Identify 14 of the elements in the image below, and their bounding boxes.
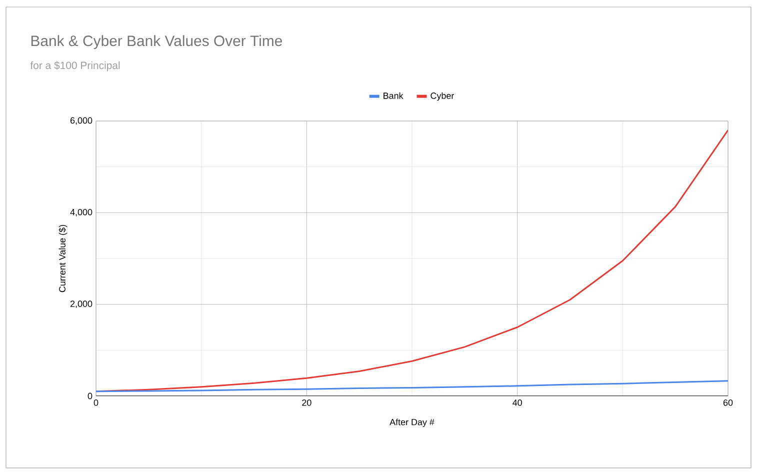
y-tick-label: 6,000 bbox=[70, 117, 92, 125]
y-tick-label: 0 bbox=[88, 392, 92, 400]
y-tick-label: 2,000 bbox=[70, 300, 92, 308]
y-tick-label: 4,000 bbox=[70, 208, 92, 216]
x-tick-label: 0 bbox=[94, 400, 98, 406]
chart-subtitle: for a $100 Principal bbox=[30, 61, 120, 72]
legend-label: Bank bbox=[384, 92, 404, 99]
legend-label: Cyber bbox=[430, 92, 454, 101]
x-tick-label: 40 bbox=[512, 400, 522, 406]
chart-title: Bank & Cyber Bank Values Over Time bbox=[31, 35, 282, 50]
x-tick-label: 20 bbox=[302, 400, 312, 406]
y-axis-title: Current Value ($) bbox=[58, 225, 68, 292]
x-axis-title: After Day # bbox=[390, 418, 434, 428]
x-tick-label: 60 bbox=[723, 400, 733, 406]
